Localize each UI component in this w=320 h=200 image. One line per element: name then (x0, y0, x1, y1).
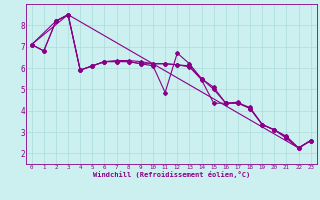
X-axis label: Windchill (Refroidissement éolien,°C): Windchill (Refroidissement éolien,°C) (92, 171, 250, 178)
